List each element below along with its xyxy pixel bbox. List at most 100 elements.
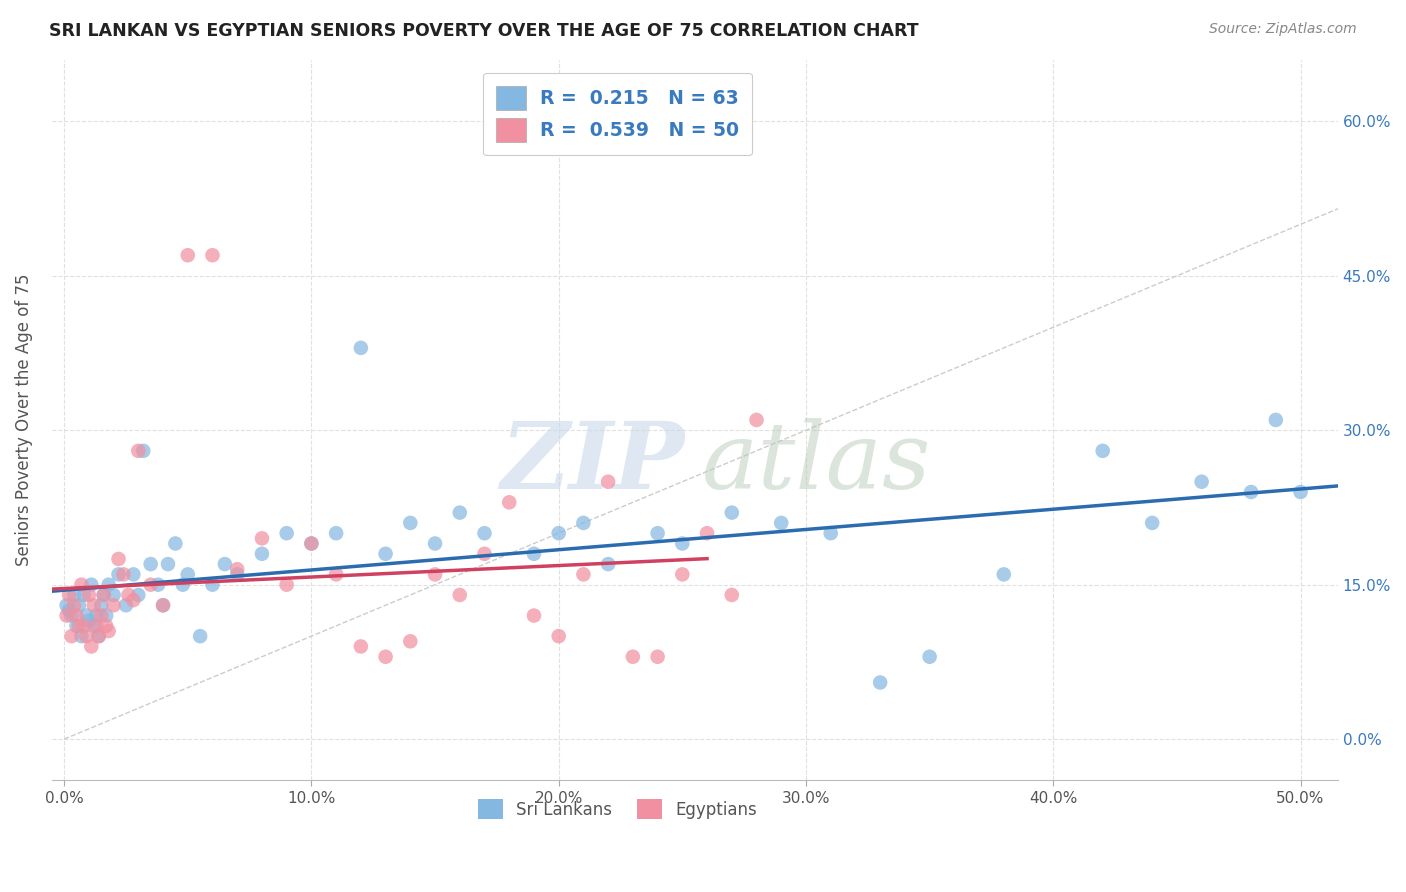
Point	[107, 567, 129, 582]
Point	[188, 629, 211, 643]
Point	[325, 526, 347, 541]
Legend: Sri Lankans, Egyptians: Sri Lankans, Egyptians	[471, 792, 763, 826]
Point	[63, 599, 86, 613]
Point	[214, 557, 236, 571]
Point	[87, 629, 110, 643]
Point	[63, 588, 86, 602]
Point	[177, 248, 200, 262]
Point	[83, 619, 105, 633]
Point	[1140, 516, 1163, 530]
Point	[97, 577, 120, 591]
Point	[374, 649, 396, 664]
Point	[299, 536, 322, 550]
Point	[671, 536, 693, 550]
Point	[201, 577, 224, 591]
Point	[132, 443, 155, 458]
Point	[374, 547, 396, 561]
Point	[177, 567, 200, 582]
Point	[60, 629, 83, 643]
Point	[65, 619, 87, 633]
Point	[621, 649, 644, 664]
Point	[474, 547, 496, 561]
Point	[820, 526, 842, 541]
Point	[276, 577, 298, 591]
Point	[350, 640, 373, 654]
Point	[547, 629, 569, 643]
Point	[598, 475, 620, 489]
Point	[671, 567, 693, 582]
Point	[276, 526, 298, 541]
Point	[65, 608, 87, 623]
Point	[93, 588, 115, 602]
Point	[115, 599, 138, 613]
Point	[60, 608, 83, 623]
Point	[299, 536, 322, 550]
Point	[201, 248, 224, 262]
Point	[139, 577, 162, 591]
Point	[70, 629, 93, 643]
Point	[94, 619, 117, 633]
Point	[107, 552, 129, 566]
Point	[172, 577, 194, 591]
Point	[80, 640, 103, 654]
Text: Source: ZipAtlas.com: Source: ZipAtlas.com	[1209, 22, 1357, 37]
Point	[399, 516, 422, 530]
Point	[83, 599, 105, 613]
Point	[720, 506, 742, 520]
Point	[696, 526, 718, 541]
Point	[146, 577, 169, 591]
Point	[498, 495, 520, 509]
Point	[423, 536, 446, 550]
Point	[918, 649, 941, 664]
Point	[127, 443, 149, 458]
Point	[523, 608, 546, 623]
Point	[67, 619, 90, 633]
Point	[93, 588, 115, 602]
Point	[103, 588, 125, 602]
Point	[73, 619, 96, 633]
Point	[90, 608, 112, 623]
Point	[67, 599, 90, 613]
Y-axis label: Seniors Poverty Over the Age of 75: Seniors Poverty Over the Age of 75	[15, 274, 32, 566]
Point	[572, 567, 595, 582]
Point	[87, 629, 110, 643]
Point	[350, 341, 373, 355]
Point	[1240, 485, 1263, 500]
Point	[152, 599, 174, 613]
Point	[745, 413, 768, 427]
Point	[399, 634, 422, 648]
Point	[770, 516, 793, 530]
Point	[112, 567, 135, 582]
Point	[226, 562, 249, 576]
Point	[94, 608, 117, 623]
Text: SRI LANKAN VS EGYPTIAN SENIORS POVERTY OVER THE AGE OF 75 CORRELATION CHART: SRI LANKAN VS EGYPTIAN SENIORS POVERTY O…	[49, 22, 920, 40]
Point	[572, 516, 595, 530]
Point	[73, 588, 96, 602]
Point	[1289, 485, 1312, 500]
Point	[869, 675, 891, 690]
Point	[58, 588, 80, 602]
Point	[1264, 413, 1286, 427]
Point	[84, 619, 107, 633]
Point	[75, 608, 97, 623]
Point	[325, 567, 347, 582]
Point	[90, 599, 112, 613]
Point	[122, 567, 145, 582]
Point	[58, 603, 80, 617]
Point	[598, 557, 620, 571]
Point	[117, 588, 139, 602]
Point	[523, 547, 546, 561]
Point	[75, 629, 97, 643]
Point	[127, 588, 149, 602]
Point	[993, 567, 1015, 582]
Point	[474, 526, 496, 541]
Point	[226, 567, 249, 582]
Point	[1191, 475, 1213, 489]
Point	[97, 624, 120, 638]
Point	[449, 506, 471, 520]
Point	[77, 614, 100, 628]
Point	[156, 557, 179, 571]
Point	[103, 599, 125, 613]
Point	[55, 608, 77, 623]
Point	[165, 536, 187, 550]
